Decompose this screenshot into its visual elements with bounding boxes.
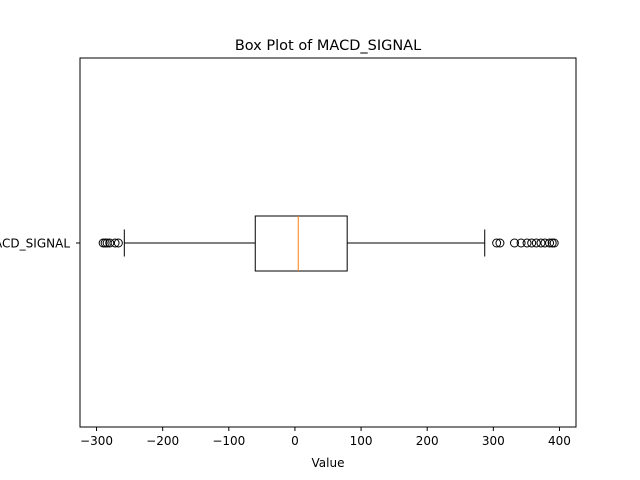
outlier-point — [531, 238, 541, 248]
outlier-point — [492, 238, 502, 248]
x-tick-label: 400 — [548, 434, 571, 448]
x-tick-label: −100 — [212, 434, 245, 448]
outlier-point — [495, 238, 505, 248]
outlier-point — [105, 238, 115, 248]
iqr-box — [254, 215, 348, 272]
x-axis: −300 −200 −100 0 100 200 300 400 — [80, 427, 571, 448]
chart-title: Box Plot of MACD_SIGNAL — [235, 38, 421, 54]
outlier-point — [522, 238, 532, 248]
outlier-point — [509, 238, 519, 248]
x-tick-label: 300 — [482, 434, 505, 448]
outlier-point — [549, 238, 559, 248]
x-tick-label: 100 — [350, 434, 373, 448]
outlier-point — [536, 238, 546, 248]
outlier-point — [540, 238, 550, 248]
outlier-point — [545, 238, 555, 248]
outlier-point — [110, 238, 120, 248]
x-tick-label: −200 — [146, 434, 179, 448]
x-axis-label: Value — [312, 456, 345, 470]
y-tick-label: MACD_SIGNAL — [0, 237, 70, 251]
plot-area — [98, 215, 559, 272]
y-axis: MACD_SIGNAL — [0, 237, 80, 251]
outlier-point — [516, 238, 526, 248]
x-tick-label: 200 — [416, 434, 439, 448]
x-tick-label: 0 — [291, 434, 299, 448]
outlier-point — [113, 238, 123, 248]
outlier-point — [527, 238, 537, 248]
outlier-point — [100, 238, 110, 248]
x-tick-label: −300 — [80, 434, 113, 448]
